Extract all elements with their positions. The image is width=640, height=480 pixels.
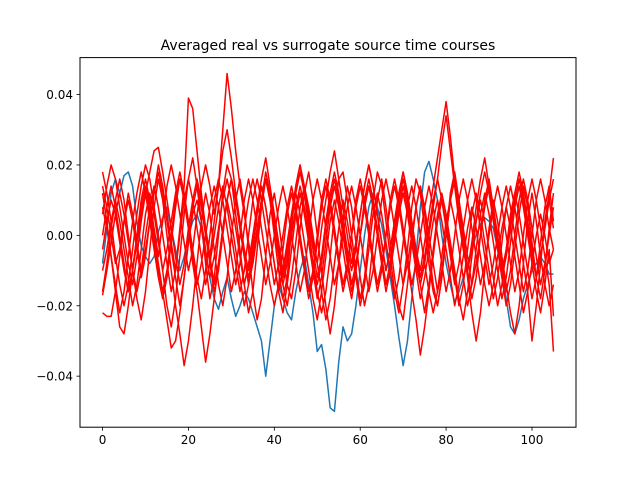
x-tick-label: 0 [99,433,107,447]
surrogate-series-line-11 [101,178,555,335]
y-tick-label: −0.02 [36,299,73,313]
chart-title: Averaged real vs surrogate source time c… [161,38,496,54]
y-tick-label: 0.02 [46,158,73,172]
x-tick-label: 20 [181,433,196,447]
x-tick-label: 60 [353,433,368,447]
y-tick-label: 0.04 [46,88,73,102]
x-tick-label: 100 [521,433,544,447]
surrogate-series-line-10 [101,178,555,352]
y-axis: −0.04 −0.02 0.00 0.02 0.04 [36,88,80,384]
x-tick-label: 80 [438,433,453,447]
axes-frame [79,57,577,428]
y-tick-label: 0.00 [46,229,73,243]
x-axis: 0 20 40 60 80 100 [99,427,544,447]
y-tick-label: −0.04 [36,370,73,384]
x-tick-label: 40 [267,433,282,447]
surrogate-series-line-1 [101,157,555,328]
surrogate-series-line-7 [101,72,555,293]
surrogate-series-line-2 [101,171,555,367]
surrogate-series-line-6 [102,171,555,321]
series-group [101,72,555,413]
